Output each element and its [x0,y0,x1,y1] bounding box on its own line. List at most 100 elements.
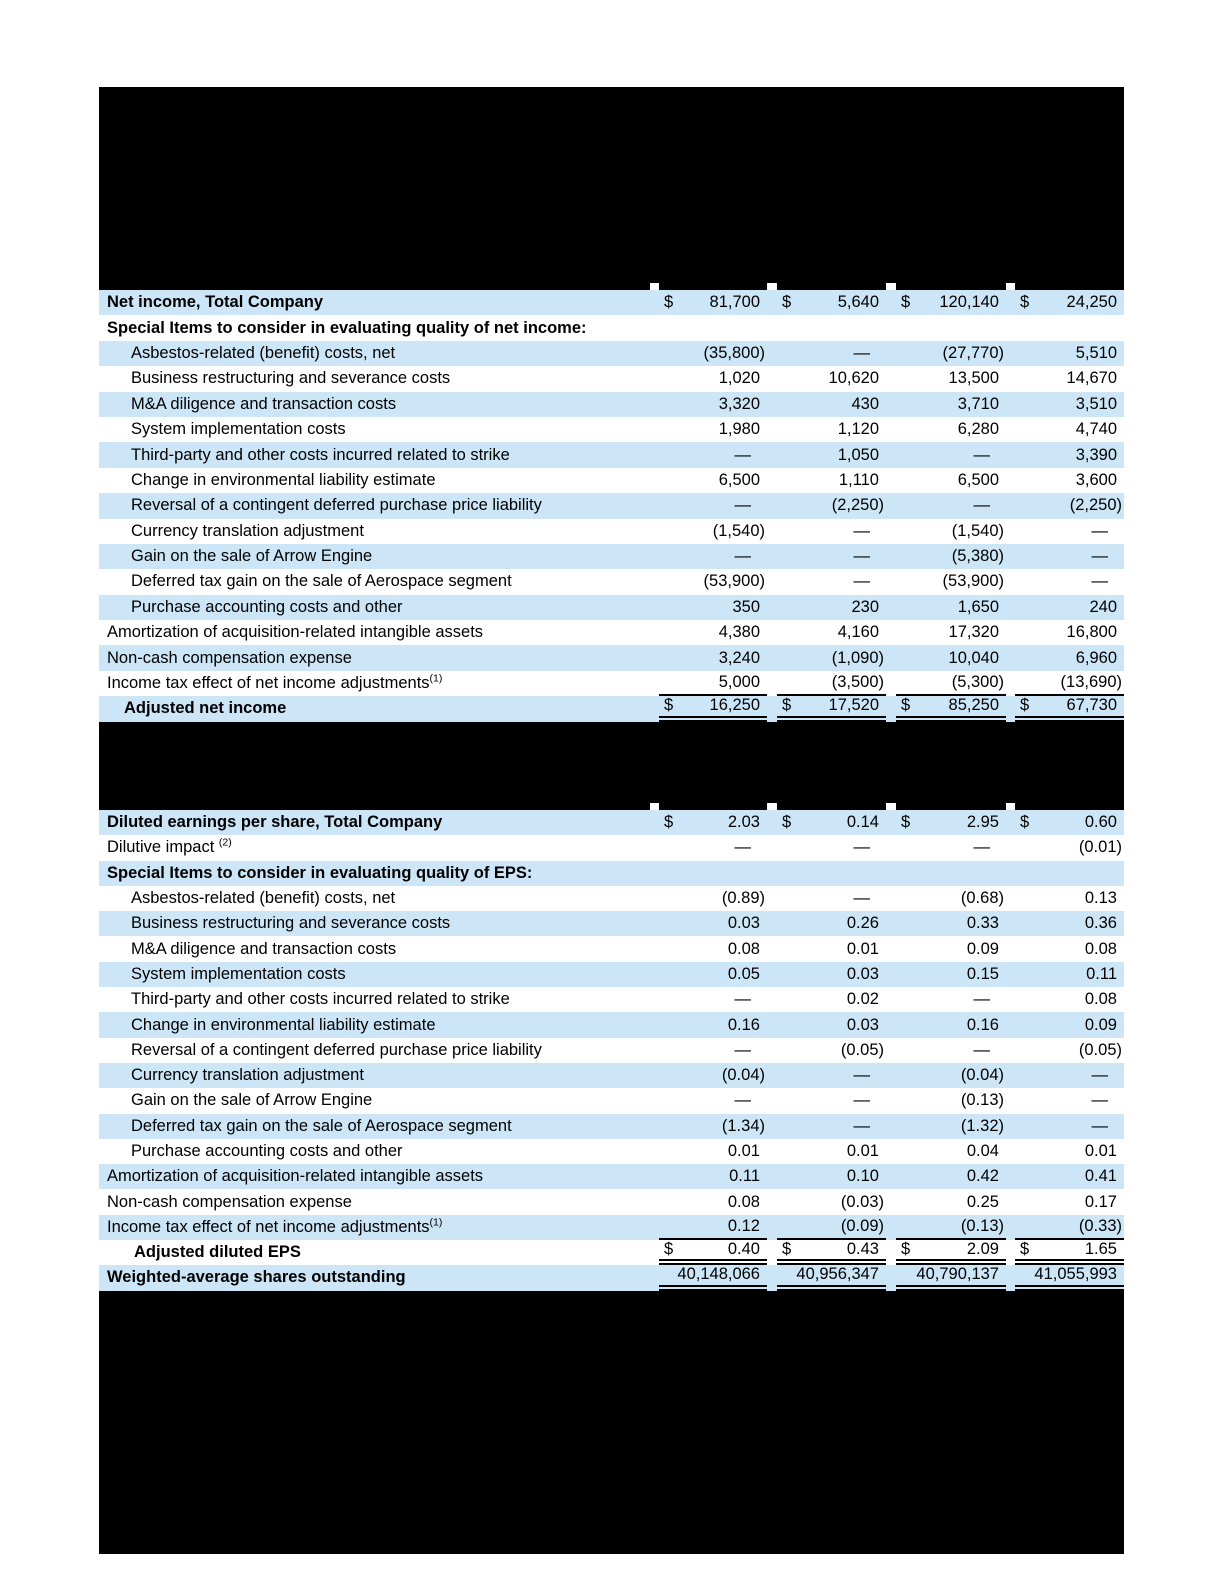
value-cell: 13,500 [896,366,1006,391]
value-cell: — [659,987,767,1012]
column-gap [1006,936,1015,961]
value-cell: 0.17 [1015,1189,1124,1214]
value-cell: 430 [777,392,886,417]
value-cell: 40,956,347 [777,1265,886,1291]
column-gap [886,1139,896,1164]
cell-value: 0.05 [727,964,760,983]
row-label-text: Purchase accounting costs and other [131,597,403,616]
cell-value: — [973,445,991,464]
footnote-marker: (1) [429,672,443,685]
dollar-sign: $ [782,293,792,312]
column-gap [886,803,896,810]
value-cell: — [1015,1088,1124,1113]
row-label: Deferred tax gain on the sale of Aerospa… [99,1114,650,1139]
value-cell: — [777,519,886,544]
net-income-table: Net income, Total Company $81,700 $5,640 $1… [99,290,1124,722]
cell-value: 4,740 [1075,420,1117,439]
column-gap [1006,620,1015,645]
value-cell: 0.11 [1015,962,1124,987]
column-gap [650,620,659,645]
table-row: Diluted earnings per share, Total Compan… [99,810,1124,836]
cell-value: (0.03) [840,1192,884,1211]
column-gap [767,1038,777,1063]
column-gap [650,645,659,670]
value-cell: — [659,1038,767,1063]
cell-value: (53,900) [703,572,765,591]
value-cell: — [896,835,1006,860]
dollar-sign: $ [901,813,911,832]
column-gap [1006,1215,1015,1240]
column-gap [886,417,896,442]
row-label-text: Purchase accounting costs and other [131,1142,403,1160]
value-cell: — [777,886,886,911]
row-label: Gain on the sale of Arrow Engine [99,1088,650,1113]
column-gap [886,1265,896,1290]
table-row: Adjusted diluted EPS $0.40 $0.43 $2.09 $1.65 [99,1240,1124,1266]
cell-value: (0.09) [840,1216,884,1235]
cell-value: (0.13) [960,1091,1004,1110]
value-cell: 3,390 [1015,442,1124,467]
column-header-bar [1015,803,1124,810]
row-label: Deferred tax gain on the sale of Aerospa… [99,569,650,594]
row-label-text: Non-cash compensation expense [107,648,352,667]
column-gap [650,315,659,340]
column-gap [886,620,896,645]
table-row: Reversal of a contingent deferred purcha… [99,493,1124,519]
cell-value: — [853,547,871,566]
cell-value: — [1091,572,1109,591]
cell-value: — [973,990,991,1009]
cell-value: 0.08 [1084,990,1117,1009]
column-gap [650,696,659,721]
cell-value: — [1091,1116,1109,1135]
row-label-text: Adjusted net income [124,699,287,718]
cell-value: 0.14 [846,813,879,832]
cell-value: — [853,572,871,591]
column-gap [1006,810,1015,835]
value-cell: $0.60 [1015,810,1124,835]
value-cell: (27,770) [896,341,1006,366]
cell-value: 1,050 [837,445,879,464]
value-cell: (0.33) [1015,1215,1124,1241]
column-gap [767,417,777,442]
table-row: Special Items to consider in evaluating … [99,860,1124,886]
cell-value: 16,250 [709,696,760,715]
cell-value: 0.15 [966,964,999,983]
value-cell: 230 [777,595,886,620]
table-row: Third-party and other costs incurred rel… [99,442,1124,468]
dollar-sign: $ [664,696,674,715]
value-cell: — [1015,569,1124,594]
table-row: Weighted-average shares outstanding 40,14… [99,1265,1124,1291]
value-cell: 0.05 [659,962,767,987]
value-cell: — [777,544,886,569]
cell-value: — [853,838,871,857]
cell-value: 0.43 [846,1240,879,1259]
row-label: Diluted earnings per share, Total Compan… [99,810,650,835]
row-label: Reversal of a contingent deferred purcha… [99,1038,650,1063]
value-cell: 0.08 [659,936,767,961]
table-row: Currency translation adjustment (1,540) — (… [99,518,1124,544]
cell-value: 0.42 [966,1167,999,1186]
cell-value: — [1091,521,1109,540]
value-cell: (0.03) [777,1189,886,1214]
column-header-bar [99,283,650,290]
cell-value: 0.08 [727,1192,760,1211]
row-label: Special Items to consider in evaluating … [99,861,650,886]
cell-value: 0.03 [846,964,879,983]
column-gap [886,1164,896,1189]
column-gap [650,936,659,961]
value-cell: (1,090) [777,645,886,670]
value-cell: (0.09) [777,1215,886,1241]
dollar-sign: $ [1020,293,1030,312]
column-gap [886,595,896,620]
column-gap [650,803,659,810]
value-cell: (0.89) [659,886,767,911]
column-gap [650,595,659,620]
column-gap [1006,366,1015,391]
cell-value: 6,960 [1075,648,1117,667]
value-cell [777,315,886,340]
column-gap [650,1189,659,1214]
value-cell: 40,148,066 [659,1265,767,1291]
cell-value: — [734,496,752,515]
cell-value: 0.08 [1084,939,1117,958]
row-label-text: Change in environmental liability estima… [131,1015,436,1034]
